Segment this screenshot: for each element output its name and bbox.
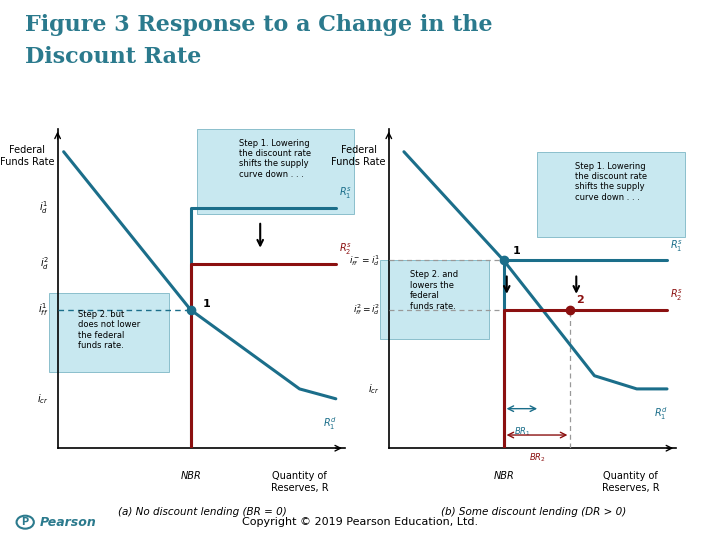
Text: P: P xyxy=(21,517,28,527)
FancyBboxPatch shape xyxy=(379,260,489,340)
Text: Quantity of
Reserves, R: Quantity of Reserves, R xyxy=(271,471,328,493)
Text: Step 1. Lowering
the discount rate
shifts the supply
curve down . . .: Step 1. Lowering the discount rate shift… xyxy=(575,161,647,202)
Text: $i_{ff}^1$: $i_{ff}^1$ xyxy=(38,301,48,318)
Text: $i_{ff}^2 = i_d^2$: $i_{ff}^2 = i_d^2$ xyxy=(353,302,379,318)
Text: $i_d^1$: $i_d^1$ xyxy=(40,199,48,216)
Text: $i_{cr}$: $i_{cr}$ xyxy=(37,392,48,406)
Text: Copyright © 2019 Pearson Education, Ltd.: Copyright © 2019 Pearson Education, Ltd. xyxy=(242,517,478,527)
Text: Figure 3 Response to a Change in the: Figure 3 Response to a Change in the xyxy=(25,14,492,36)
Text: 1: 1 xyxy=(513,246,521,256)
Text: Quantity of
Reserves, R: Quantity of Reserves, R xyxy=(602,471,660,493)
FancyBboxPatch shape xyxy=(537,152,685,238)
FancyBboxPatch shape xyxy=(48,293,169,373)
Text: (a) No discount lending (BR = 0): (a) No discount lending (BR = 0) xyxy=(118,508,287,517)
Text: Step 1. Lowering
the discount rate
shifts the supply
curve down . . .: Step 1. Lowering the discount rate shift… xyxy=(239,139,311,179)
Text: Discount Rate: Discount Rate xyxy=(25,46,202,68)
Text: $BR_1$: $BR_1$ xyxy=(513,425,530,437)
Text: $i_{ff}^- = i_d^1$: $i_{ff}^- = i_d^1$ xyxy=(348,253,379,268)
FancyBboxPatch shape xyxy=(197,129,354,214)
Text: (b) Some discount lending (DR > 0): (b) Some discount lending (DR > 0) xyxy=(441,508,626,517)
Text: $i_d^2$: $i_d^2$ xyxy=(40,255,48,272)
Text: $R_1^d$: $R_1^d$ xyxy=(323,415,337,432)
Text: Federal
Funds Rate: Federal Funds Rate xyxy=(0,145,55,167)
Text: $R_1^s$: $R_1^s$ xyxy=(670,239,683,254)
Text: $R_2^s$: $R_2^s$ xyxy=(670,288,683,303)
Text: $R_1^d$: $R_1^d$ xyxy=(654,406,668,422)
Text: Step 2. and
lowers the
federal
funds rate.: Step 2. and lowers the federal funds rat… xyxy=(410,271,458,310)
Text: NBR: NBR xyxy=(493,471,514,481)
Text: $BR_2$: $BR_2$ xyxy=(528,451,545,464)
Text: $R_1^s$: $R_1^s$ xyxy=(339,186,352,201)
Text: 1: 1 xyxy=(203,299,210,308)
Text: Federal
Funds Rate: Federal Funds Rate xyxy=(331,145,386,167)
Text: 2: 2 xyxy=(576,295,584,305)
Text: NBR: NBR xyxy=(180,471,201,481)
Text: Pearson: Pearson xyxy=(40,516,96,529)
Text: $R_2^s$: $R_2^s$ xyxy=(339,242,352,257)
Text: $i_{cr}$: $i_{cr}$ xyxy=(368,382,379,396)
Text: Step 2. but
does not lower
the federal
funds rate.: Step 2. but does not lower the federal f… xyxy=(78,310,140,350)
